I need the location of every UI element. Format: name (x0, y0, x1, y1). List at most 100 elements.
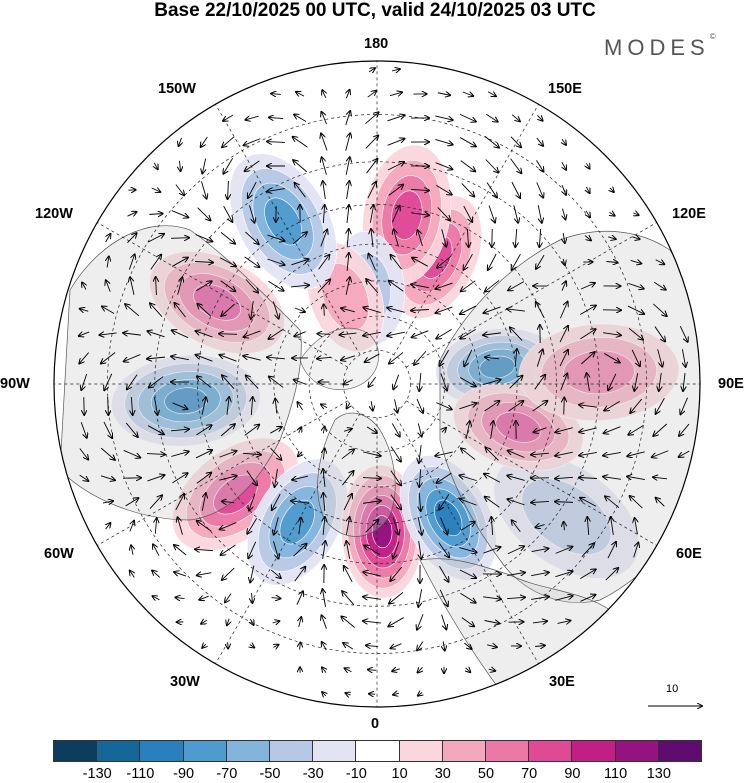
wind-vector (419, 541, 422, 559)
wind-vector (604, 401, 620, 410)
wind-vector (655, 260, 665, 264)
wind-vector (559, 326, 568, 343)
wind-vector (555, 547, 573, 554)
wind-vector (246, 375, 259, 389)
wind-vector (267, 258, 284, 265)
wind-vector (321, 404, 328, 407)
wind-vector (322, 642, 327, 651)
wind-vector (147, 331, 165, 338)
wind-vector (363, 621, 381, 623)
wind-vector (105, 234, 111, 243)
wind-vector (251, 397, 252, 416)
wind-vector (271, 94, 281, 95)
wind-vector (607, 542, 616, 559)
wind-vector (245, 279, 258, 292)
wind-vector (508, 281, 525, 291)
wind-vector (245, 116, 259, 120)
anomaly-center (229, 153, 337, 290)
wind-vector (320, 230, 327, 247)
wind-vector (267, 142, 286, 143)
wind-vector (603, 333, 621, 336)
wind-vector (439, 494, 450, 509)
wind-vector (418, 423, 421, 437)
lon-label-30e: 30E (549, 674, 575, 690)
wind-vector (323, 427, 324, 434)
wind-vector (557, 621, 571, 624)
wind-vector (653, 281, 666, 290)
wind-vector (628, 327, 643, 339)
wind-vector (275, 399, 277, 414)
colorbar-swatch (398, 740, 443, 762)
wind-vector (127, 212, 136, 216)
wind-vector (294, 380, 307, 385)
wind-vector (323, 541, 326, 559)
wind-vector (225, 593, 232, 603)
wind-vector (152, 571, 161, 578)
wind-vector (251, 301, 253, 319)
wind-vector (418, 692, 422, 695)
wind-vector (560, 374, 568, 391)
wind-vector (179, 160, 180, 171)
wind-vector (555, 451, 573, 456)
colorbar-swatch (269, 740, 314, 762)
wind-vector (508, 451, 525, 458)
wind-vector (391, 206, 399, 223)
wind-vector (419, 468, 420, 487)
wind-vector (435, 162, 453, 170)
colorbar-tick-label: -10 (345, 766, 367, 782)
wind-vector (343, 379, 353, 385)
wind-vector (322, 90, 326, 99)
wind-vector (388, 185, 404, 196)
wind-vector (318, 255, 330, 270)
wind-vector (631, 349, 640, 366)
wind-vector (580, 498, 597, 507)
wind-vector (100, 475, 115, 480)
anomaly-center (493, 454, 640, 579)
wind-vector (579, 427, 597, 432)
wind-vector (363, 307, 381, 314)
wind-vector (390, 470, 401, 486)
wind-vector (124, 354, 141, 362)
wind-vector (419, 372, 421, 391)
wind-vector (486, 448, 499, 461)
wind-vector (418, 589, 421, 607)
wind-vector (272, 493, 281, 510)
wind-vector (460, 160, 476, 172)
wind-vector (656, 397, 665, 414)
wind-vector (195, 450, 212, 459)
wind-vector (323, 181, 326, 199)
wind-vector (461, 280, 476, 292)
wind-vector (438, 542, 449, 558)
lon-label-150w: 150W (158, 81, 196, 97)
wind-vector (295, 183, 306, 198)
wind-vector (411, 213, 429, 215)
wind-vector (179, 137, 182, 146)
lon-label-60e: 60E (676, 546, 702, 562)
wind-vector (391, 423, 400, 436)
wind-vector (555, 477, 574, 478)
wind-vector (370, 205, 373, 223)
wind-vector (389, 281, 404, 292)
wind-vector (323, 493, 325, 512)
wind-vector (366, 159, 378, 174)
wind-vector (440, 517, 448, 535)
wind-vector (417, 641, 424, 651)
wind-vector (127, 233, 136, 244)
wind-vector (559, 350, 568, 367)
wind-vector (175, 597, 185, 598)
wind-vector (246, 470, 257, 486)
wind-vector (412, 330, 429, 338)
wind-vector (219, 451, 237, 458)
colorbar-swatch (312, 740, 357, 762)
wind-vector (628, 282, 643, 288)
wind-vector (341, 617, 355, 628)
wind-vector (510, 327, 523, 341)
wind-vector (387, 331, 405, 336)
wind-vector (227, 618, 229, 626)
wind-vector (123, 333, 141, 335)
colorbar-swatch (441, 740, 487, 762)
wind-vector (604, 353, 620, 362)
wind-vector (580, 595, 596, 602)
wind-vector (147, 357, 166, 359)
wind-vector (171, 258, 188, 267)
